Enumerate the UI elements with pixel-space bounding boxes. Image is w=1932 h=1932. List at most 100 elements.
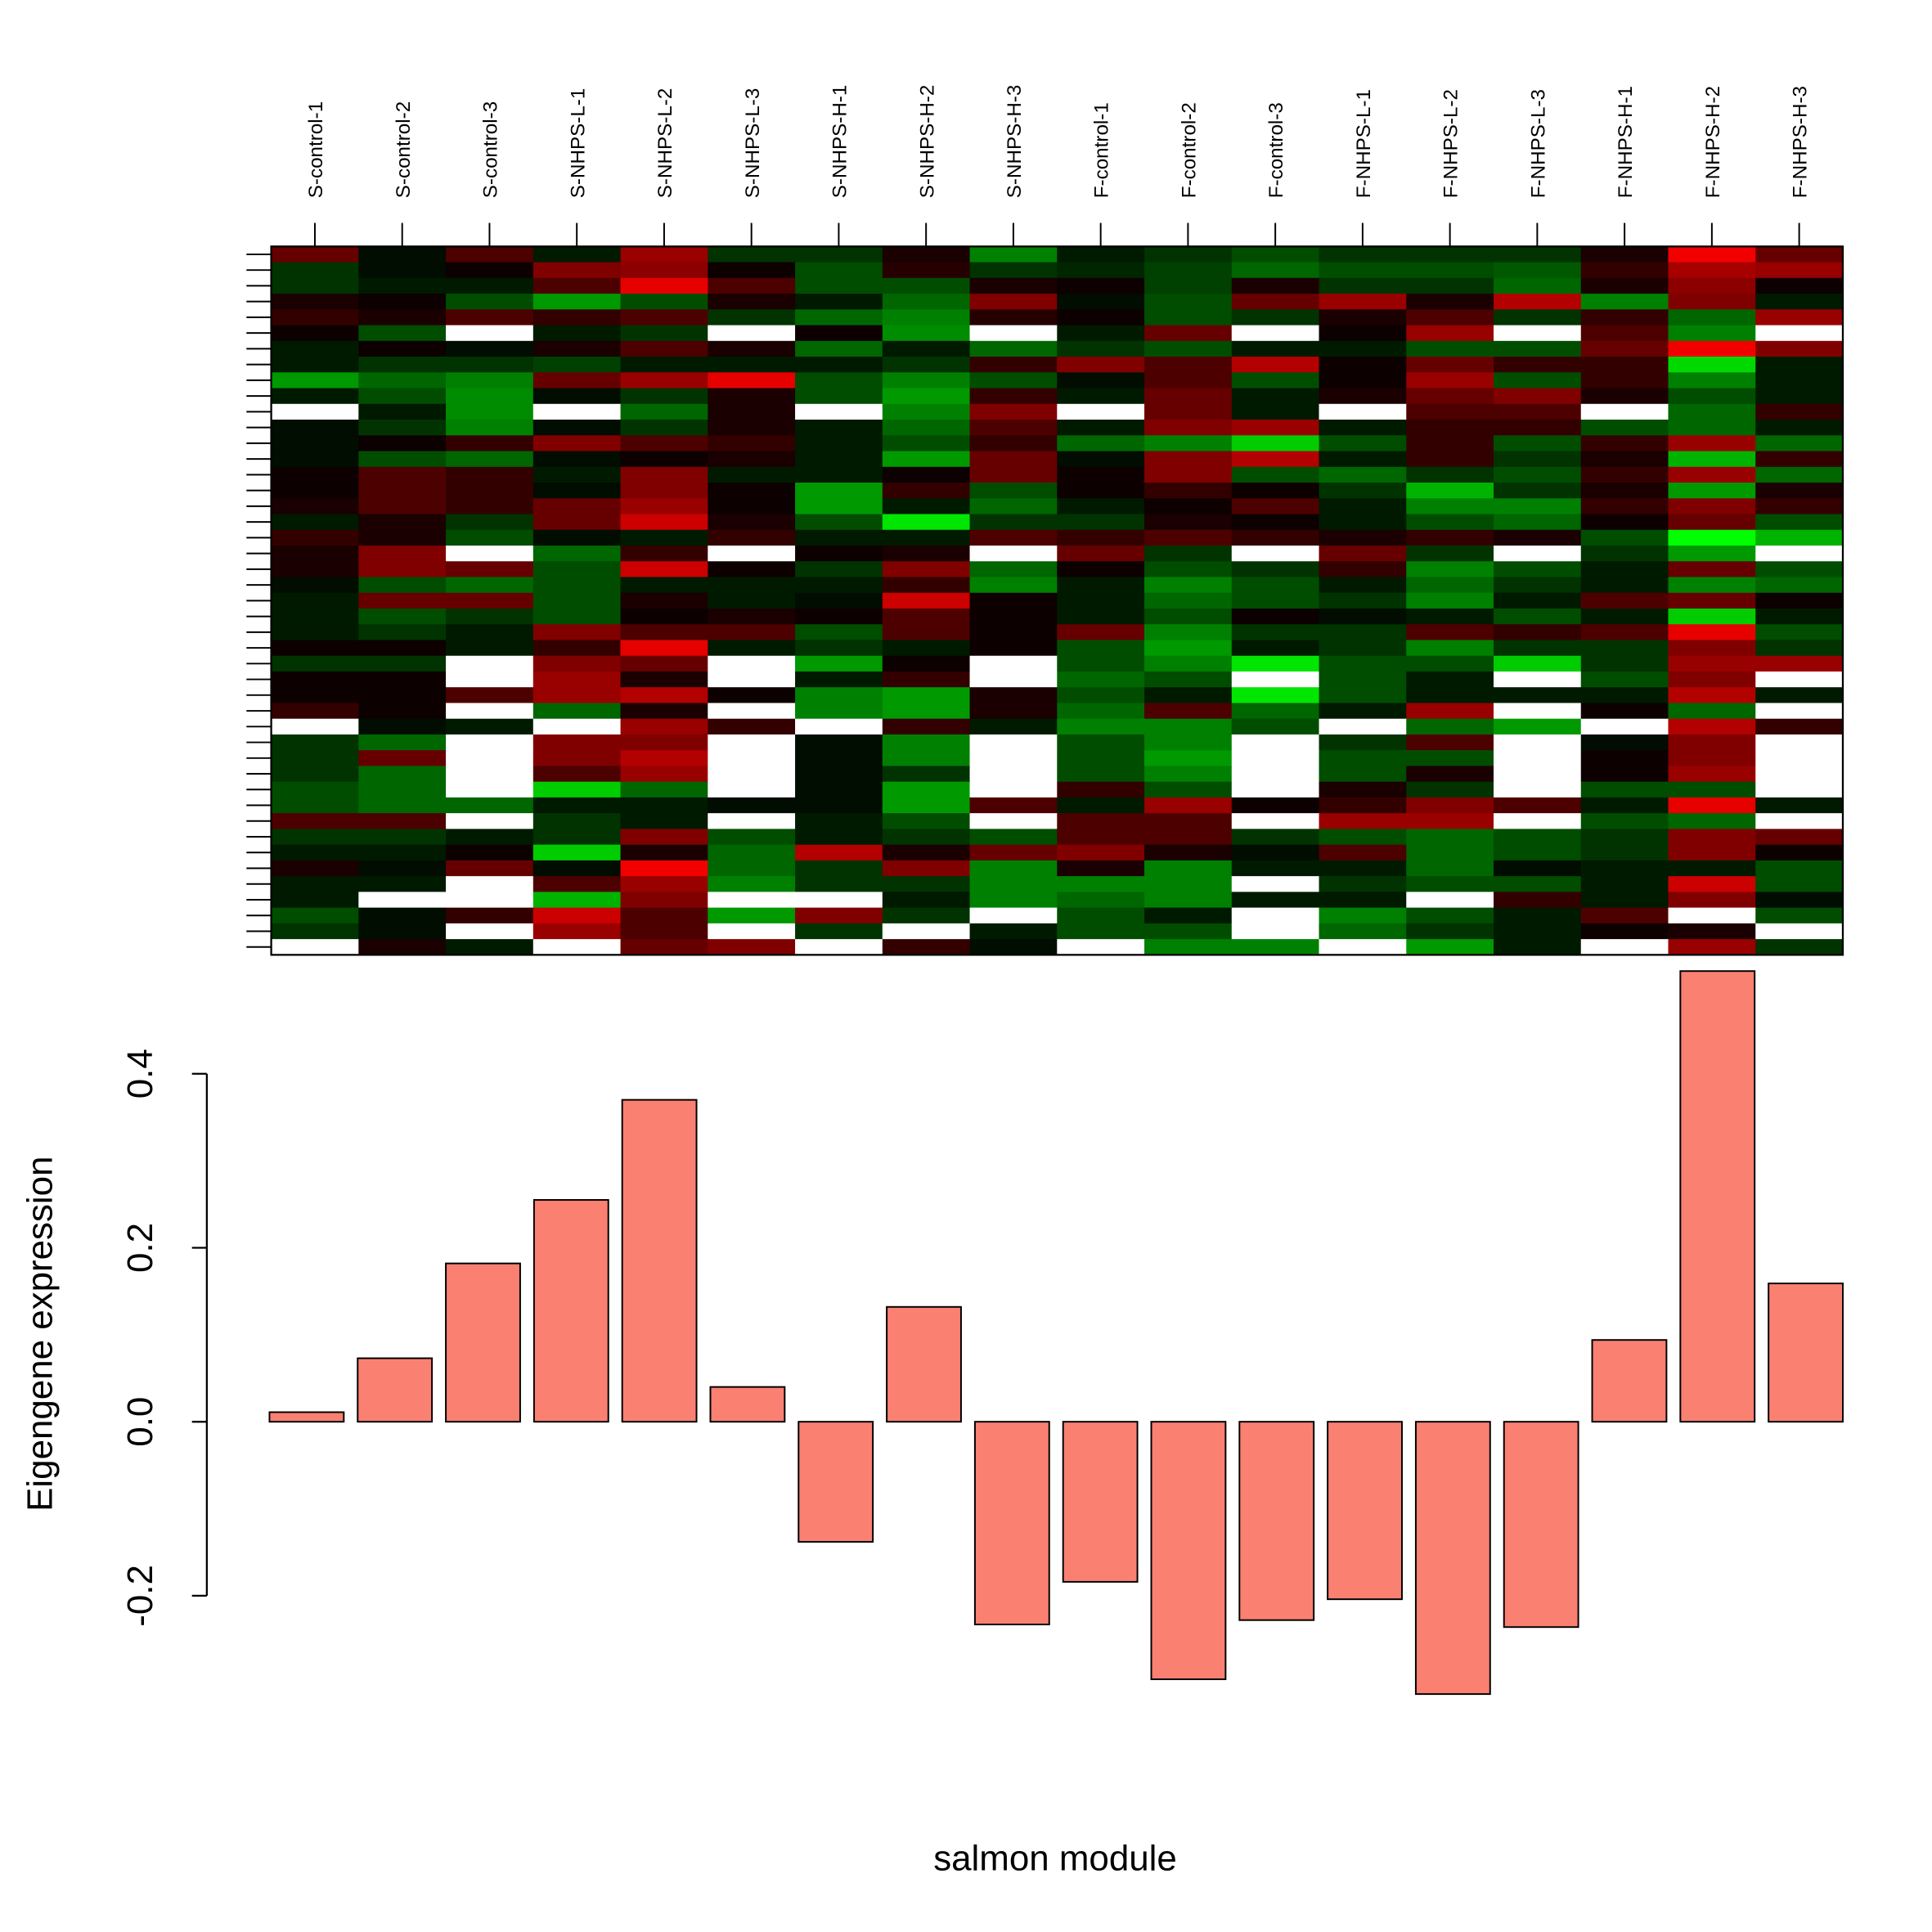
heatmap-cell: [1668, 561, 1756, 578]
heatmap-cell: [446, 325, 534, 342]
bar: [445, 1262, 521, 1423]
heatmap-cell: [1406, 545, 1494, 562]
heatmap-cell: [1580, 750, 1669, 767]
heatmap-cell: [1580, 262, 1669, 279]
bar: [1768, 1283, 1844, 1423]
heatmap-cell: [1406, 388, 1494, 405]
heatmap-cell: [708, 561, 796, 578]
heatmap-cell: [969, 498, 1058, 515]
heatmap-cell: [1580, 277, 1669, 294]
heatmap-cell: [795, 309, 883, 326]
heatmap-cell: [1406, 357, 1494, 373]
heatmap-cell: [1057, 750, 1145, 767]
heatmap-cell: [620, 357, 708, 373]
heatmap-cell: [1231, 829, 1320, 846]
heatmap-cell: [1668, 907, 1756, 924]
heatmap-cell: [708, 671, 796, 688]
heatmap-cell: [795, 876, 883, 892]
heatmap-cell: [532, 592, 622, 609]
heatmap-cell: [1668, 766, 1756, 783]
heatmap-cell: [532, 482, 622, 499]
y-tick-label: -0.2: [120, 1565, 160, 1627]
heatmap-cell: [1755, 718, 1844, 735]
heatmap-cell: [1144, 577, 1233, 594]
heatmap-cell: [358, 277, 447, 294]
heatmap-cell: [708, 514, 796, 531]
heatmap-cell: [358, 687, 447, 704]
heatmap-cell: [708, 592, 796, 609]
heatmap-cell: [1057, 435, 1145, 452]
heatmap-cell: [532, 797, 622, 814]
heatmap-cell: [882, 451, 971, 468]
heatmap-cell: [1319, 766, 1407, 783]
heatmap-cell: [358, 435, 447, 452]
heatmap-cell: [358, 403, 447, 420]
heatmap-cell: [708, 466, 796, 483]
heatmap-cell: [1231, 482, 1320, 499]
heatmap-cell: [1406, 907, 1494, 924]
heatmap-cell: [1231, 892, 1320, 909]
heatmap-cell: [1668, 923, 1756, 940]
heatmap-cell: [532, 703, 622, 720]
heatmap-cell: [795, 529, 883, 546]
heatmap-cell: [620, 923, 708, 940]
heatmap-cell: [1580, 624, 1669, 641]
heatmap-cell: [795, 482, 883, 499]
heatmap-cell: [969, 592, 1058, 609]
heatmap-cell: [620, 451, 708, 468]
heatmap-cell: [795, 892, 883, 909]
heatmap-cell: [1494, 718, 1582, 735]
heatmap-cell: [1231, 357, 1320, 373]
heatmap-cell: [1231, 577, 1320, 594]
heatmap-cell: [1144, 246, 1233, 263]
heatmap-cell: [271, 640, 359, 657]
heatmap-cell: [969, 640, 1058, 657]
heatmap-cell: [620, 420, 708, 436]
heatmap-cell: [795, 466, 883, 483]
heatmap-cell: [1144, 844, 1233, 861]
heatmap-cell: [1406, 718, 1494, 735]
heatmap-cell: [882, 718, 971, 735]
heatmap-cell: [1494, 294, 1582, 310]
heatmap-cell: [1319, 357, 1407, 373]
heatmap-cell: [795, 357, 883, 373]
heatmap-cell: [1668, 403, 1756, 420]
heatmap-cell: [795, 608, 883, 625]
heatmap-cell: [1144, 372, 1233, 389]
heatmap-cell: [1057, 624, 1145, 641]
heatmap-cell: [1406, 813, 1494, 830]
heatmap-cell: [620, 529, 708, 546]
heatmap-cell: [1494, 466, 1582, 483]
heatmap-cell: [708, 498, 796, 515]
y-axis-label: Eigengene expression: [20, 1157, 61, 1512]
heatmap-cell: [1406, 592, 1494, 609]
heatmap-cell: [271, 923, 359, 940]
heatmap-cell: [795, 655, 883, 672]
heatmap-cell: [1580, 923, 1669, 940]
heatmap-cell: [1494, 325, 1582, 342]
heatmap-cell: [446, 687, 534, 704]
heatmap-cell: [446, 844, 534, 861]
heatmap-cell: [1057, 277, 1145, 294]
heatmap-cell: [1057, 781, 1145, 798]
heatmap-cell: [1494, 403, 1582, 420]
heatmap-cell: [1668, 529, 1756, 546]
heatmap-cell: [1668, 357, 1756, 373]
heatmap-cell: [1668, 718, 1756, 735]
heatmap-cell: [358, 357, 447, 373]
heatmap-cell: [795, 687, 883, 704]
heatmap-cell: [1231, 640, 1320, 657]
heatmap-cell: [358, 655, 447, 672]
heatmap-cell: [882, 655, 971, 672]
heatmap-cell: [1494, 923, 1582, 940]
heatmap-cell: [532, 420, 622, 436]
x-axis-label: salmon module: [933, 1838, 1177, 1878]
heatmap-cell: [1494, 545, 1582, 562]
heatmap-cell: [532, 262, 622, 279]
heatmap-cell: [1319, 640, 1407, 657]
heatmap-cell: [1319, 388, 1407, 405]
heatmap-cell: [1144, 797, 1233, 814]
heatmap-cell: [882, 766, 971, 783]
heatmap-cell: [708, 703, 796, 720]
heatmap-cell: [271, 766, 359, 783]
